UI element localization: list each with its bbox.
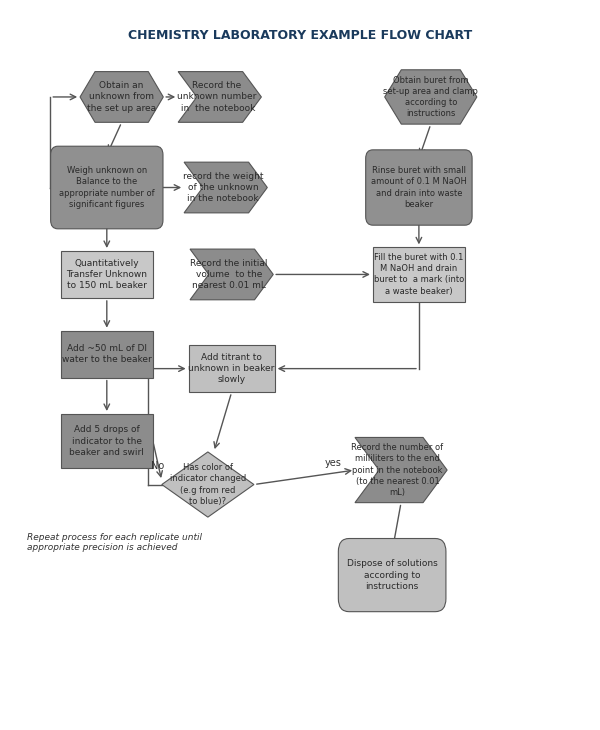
Text: Fill the buret with 0.1
M NaOH and drain
buret to  a mark (into
a waste beaker): Fill the buret with 0.1 M NaOH and drain… [374, 253, 464, 296]
Text: Dispose of solutions
according to
instructions: Dispose of solutions according to instru… [347, 559, 437, 591]
Polygon shape [178, 72, 262, 123]
FancyBboxPatch shape [61, 414, 153, 468]
Polygon shape [162, 452, 254, 517]
Polygon shape [190, 249, 273, 300]
Text: Record the number of
milliliters to the end
point in the notebook
(to the neares: Record the number of milliliters to the … [352, 443, 443, 496]
Text: Record the
unknown number
 in  the notebook: Record the unknown number in the noteboo… [177, 81, 257, 112]
Text: record the weight
of the unknown
in the notebook: record the weight of the unknown in the … [182, 172, 263, 203]
Polygon shape [385, 70, 477, 124]
Text: Rinse buret with small
amount of 0.1 M NaOH
and drain into waste
beaker: Rinse buret with small amount of 0.1 M N… [371, 166, 467, 209]
FancyBboxPatch shape [338, 539, 446, 612]
Text: Repeat process for each replicate until
appropriate precision is achieved: Repeat process for each replicate until … [26, 533, 202, 552]
FancyBboxPatch shape [61, 331, 153, 377]
Text: Record the initial
volume  to the
nearest 0.01 mL: Record the initial volume to the nearest… [190, 259, 268, 290]
FancyBboxPatch shape [61, 251, 153, 298]
FancyBboxPatch shape [373, 247, 465, 301]
Polygon shape [80, 72, 163, 123]
Text: Add 5 drops of
indicator to the
beaker and swirl: Add 5 drops of indicator to the beaker a… [70, 426, 144, 457]
FancyBboxPatch shape [365, 150, 472, 225]
Text: No: No [151, 461, 164, 472]
Text: Add ~50 mL of DI
water to the beaker: Add ~50 mL of DI water to the beaker [62, 344, 152, 364]
Text: Quantitatively
Transfer Unknown
to 150 mL beaker: Quantitatively Transfer Unknown to 150 m… [67, 259, 148, 290]
Text: yes: yes [324, 458, 341, 468]
FancyBboxPatch shape [50, 146, 163, 228]
Text: CHEMISTRY LABORATORY EXAMPLE FLOW CHART: CHEMISTRY LABORATORY EXAMPLE FLOW CHART [128, 29, 472, 42]
FancyBboxPatch shape [188, 345, 275, 392]
Text: Obtain buret from
set-up area and clamp
according to
instructions: Obtain buret from set-up area and clamp … [383, 76, 478, 118]
Text: Obtain an
unknown from
the set up area: Obtain an unknown from the set up area [87, 81, 156, 112]
Polygon shape [355, 437, 447, 503]
Polygon shape [184, 162, 268, 213]
Text: Has color of
indicator changed
(e.g from red
to blue)?: Has color of indicator changed (e.g from… [170, 464, 246, 506]
Text: Weigh unknown on
Balance to the
appropriate number of
significant figures: Weigh unknown on Balance to the appropri… [59, 166, 155, 209]
Text: Add titrant to
unknown in beaker
slowly: Add titrant to unknown in beaker slowly [188, 353, 275, 384]
